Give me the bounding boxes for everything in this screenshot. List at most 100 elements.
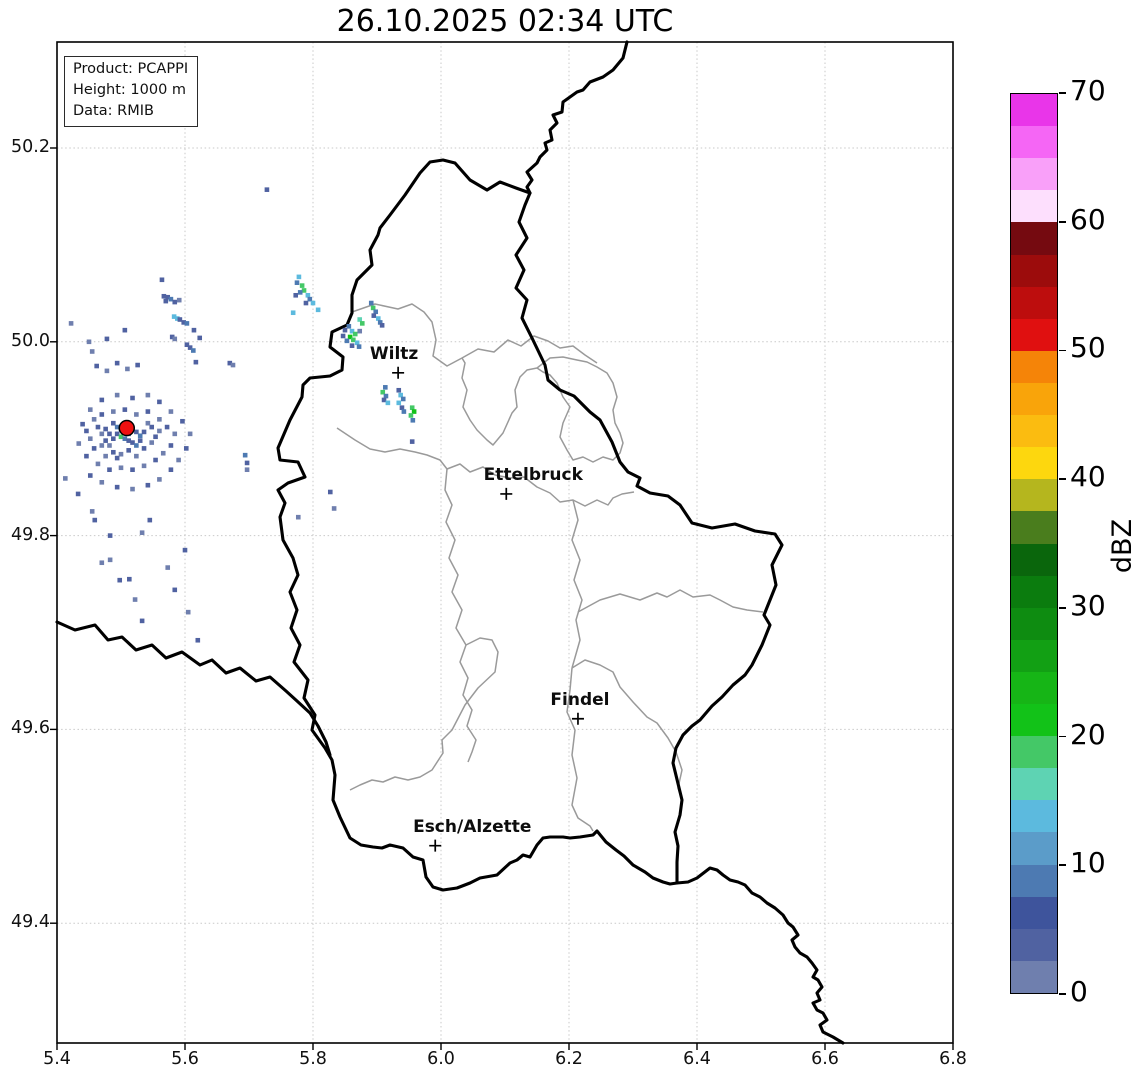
echo-pixel [377,320,383,325]
echo-pixel [95,424,101,430]
echo-pixel [103,438,108,443]
echo-pixel [107,443,112,448]
echo-pixel [114,360,120,366]
echo-pixel [195,637,201,643]
echo-pixel [118,434,124,440]
colorbar-segment [1011,318,1057,351]
x-tick-label: 6.6 [811,1049,839,1069]
echo-pixel [104,368,110,374]
info-height: Height: 1000 m [73,81,187,98]
echo-pixel [125,366,130,372]
y-tick-label: 50.2 [11,137,50,157]
echo-pixel [264,187,270,192]
echo-pixel [84,453,89,459]
city-label-ettelbruck: Ettelbruck [483,464,583,485]
echo-pixel [187,431,193,437]
radar-site-dot [118,419,136,437]
echo-pixel [114,484,120,490]
echo-pixel [184,342,190,348]
echo-pixel [354,340,360,346]
echo-pixel [164,424,170,430]
echo-pixel [181,320,187,325]
echo-pixel [87,436,93,441]
echo-pixel [408,413,414,418]
echo-pixel [168,443,174,448]
echo-pixel [134,453,139,459]
echo-pixel [176,297,182,303]
echo-pixel [130,440,135,445]
echo-pixel [327,489,333,495]
echo-pixel [410,417,416,423]
echo-pixel [107,467,112,473]
colorbar-tick-label: 70 [1070,74,1106,107]
echo-pixel [91,446,97,451]
y-tick-label: 50.0 [11,330,50,351]
echo-pixel [157,417,162,422]
echo-pixel [351,337,356,343]
echo-pixel [68,321,74,326]
echo-pixel [99,412,105,417]
echo-pixel [134,429,139,435]
echo-pixel [76,441,82,446]
echo-pixel [331,506,337,511]
echo-pixel [107,431,112,437]
x-tick-label: 5.6 [171,1049,199,1069]
echo-pixel [118,465,124,471]
y-tick-label: 49.4 [11,912,50,933]
colorbar-tick-label: 30 [1070,588,1106,622]
echo-pixel [191,348,196,353]
echo-pixel [399,405,405,410]
colorbar-segment [1011,510,1057,544]
echo-pixel [177,317,183,322]
echo-pixel [373,309,379,315]
echo-pixel [95,461,101,467]
echo-pixel [175,316,180,321]
echo-pixel [153,457,158,463]
echo-pixel [99,431,105,437]
colorbar-tick [1059,92,1066,94]
colorbar-segment [1011,446,1057,480]
echo-pixel [168,467,174,473]
echo-pixel [375,316,381,321]
colorbar-tick [1059,864,1066,867]
echo-pixel [193,359,199,365]
echo-pixel [242,452,248,458]
echo-pixel [114,455,120,461]
y-tick-label: 49.8 [11,524,50,545]
echo-pixel [305,292,311,298]
echo-pixel [197,335,203,341]
colorbar-segment [1011,286,1057,319]
echo-pixel [139,530,145,535]
colorbar-tick [1059,735,1066,738]
x-tick-label: 6.2 [555,1049,583,1069]
echo-pixel [381,397,387,403]
echo-pixel [84,428,89,434]
echo-pixel [99,443,105,448]
radar-echo-layer [63,187,417,643]
echo-pixel [396,387,402,393]
echo-pixel [344,338,350,344]
echo-pixel [114,431,120,437]
echo-pixel [122,436,128,441]
city-marker-layer [392,366,584,852]
colorbar-segment [1011,254,1057,287]
echo-pixel [137,438,143,443]
echo-pixel [349,328,355,334]
echo-pixel [135,362,140,368]
echo-pixel [183,446,189,451]
echo-pixel [157,477,162,482]
echo-pixel [159,277,165,283]
echo-pixel [139,618,145,624]
colorbar-segment [1011,896,1057,929]
echo-pixel [161,293,167,299]
echo-pixel [359,321,365,326]
info-data-source: Data: RMIB [73,102,154,119]
echo-pixel [409,439,415,444]
city-plus-marker [392,366,405,379]
colorbar-segment [1011,350,1057,383]
colorbar-tick [1059,220,1066,223]
echo-pixel [385,400,391,406]
echo-pixel [111,420,116,426]
